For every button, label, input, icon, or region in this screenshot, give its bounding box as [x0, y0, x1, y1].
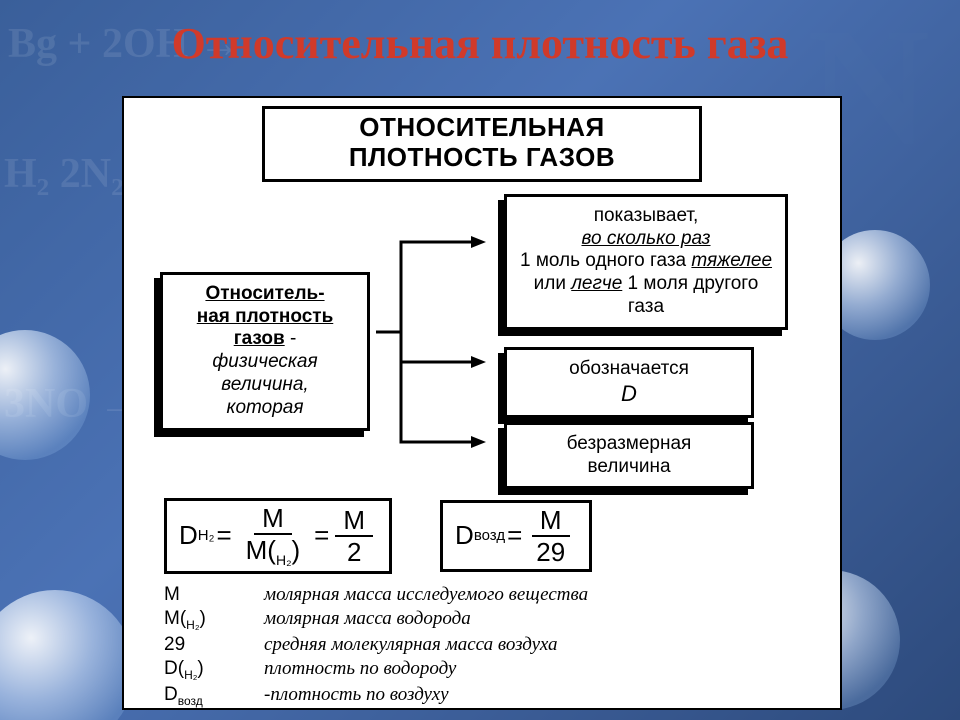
text: физическая [212, 351, 317, 372]
bracket-connector [376, 212, 504, 474]
num: M [254, 505, 292, 535]
text: Относитель- [205, 283, 324, 304]
text: величина [587, 456, 670, 477]
legend-sub: H₂ [184, 668, 197, 682]
den: 29 [528, 537, 573, 565]
property-box-dimless: безразмерная величина [504, 422, 754, 490]
bg-formula: H₂ 2N₂ [4, 150, 124, 198]
legend-sym: D [164, 684, 178, 705]
panel-title-line: ПЛОТНОСТЬ ГАЗОВ [275, 143, 689, 173]
text: - [285, 328, 297, 349]
text: во сколько раз [581, 228, 710, 249]
property-box-shows: показывает, во сколько раз 1 моль одного… [504, 194, 788, 330]
text: 1 моля другого газа [622, 273, 758, 317]
formula-air: Dвозд = M 29 [440, 500, 592, 572]
slide-title: Относительная плотность газа [0, 18, 960, 69]
eq: = [314, 520, 329, 551]
legend-sym: ) [197, 658, 203, 679]
sub: H₂ [198, 527, 215, 544]
legend-desc: средняя молекулярная масса воздуха [264, 634, 558, 656]
legend-row: 29 средняя молекулярная масса воздуха [164, 634, 840, 656]
den: ) [292, 535, 301, 565]
legend-sym: ) [199, 608, 205, 629]
legend-desc: молярная масса водорода [264, 608, 471, 632]
legend-desc: молярная масса исследуемого вещества [264, 584, 588, 606]
text: обозначается [569, 358, 689, 379]
den: 2 [339, 537, 369, 565]
legend-row: M молярная масса исследуемого вещества [164, 584, 840, 606]
legend-row: D(H₂) плотность по водороду [164, 658, 840, 682]
text: ная плотность [197, 306, 334, 327]
formula-hydrogen: DH₂ = M M(H₂) = M 2 [164, 498, 392, 574]
sub: возд [474, 527, 505, 544]
text: легче [571, 273, 622, 294]
legend-sym: M( [164, 608, 186, 629]
legend-sub: возд [178, 693, 203, 707]
sym: D [455, 520, 474, 551]
legend-sym: D( [164, 658, 184, 679]
den: M( [246, 535, 276, 565]
panel-title: ОТНОСИТЕЛЬНАЯ ПЛОТНОСТЬ ГАЗОВ [262, 106, 702, 182]
text: D [621, 381, 637, 406]
text: безразмерная [567, 433, 692, 454]
text: которая [226, 397, 303, 418]
text: газов [234, 328, 285, 349]
den-sub: H₂ [276, 552, 292, 568]
definition-box: Относитель- ная плотность газов - физиче… [160, 272, 370, 431]
formula-row: DH₂ = M M(H₂) = M 2 Dвозд = M 29 [164, 498, 840, 574]
bg-bubble [0, 590, 135, 720]
text: газа [645, 250, 692, 271]
bg-bubble [0, 330, 90, 460]
legend-sub: H₂ [186, 618, 199, 632]
text: или [534, 273, 572, 294]
legend-desc: -плотность по воздуху [264, 684, 449, 708]
diagram-area: Относитель- ная плотность газов - физиче… [124, 182, 840, 492]
legend: M молярная масса исследуемого вещества M… [164, 584, 840, 707]
property-box-symbol: обозначается D [504, 347, 754, 419]
sym: D [179, 520, 198, 551]
eq: = [507, 520, 522, 551]
text: тяжелее [691, 250, 772, 271]
legend-row: Dвозд -плотность по воздуху [164, 684, 840, 708]
legend-sym: M [164, 584, 180, 605]
text: величина, [221, 374, 308, 395]
text: 1 моль одного [520, 250, 645, 271]
content-panel: ОТНОСИТЕЛЬНАЯ ПЛОТНОСТЬ ГАЗОВ Относитель… [122, 96, 842, 710]
text: показывает, [594, 205, 699, 226]
num: M [335, 507, 373, 537]
legend-row: M(H₂) молярная масса водорода [164, 608, 840, 632]
legend-sym: 29 [164, 634, 185, 655]
legend-desc: плотность по водороду [264, 658, 456, 682]
num: M [532, 507, 570, 537]
panel-title-line: ОТНОСИТЕЛЬНАЯ [275, 113, 689, 143]
eq: = [216, 520, 231, 551]
